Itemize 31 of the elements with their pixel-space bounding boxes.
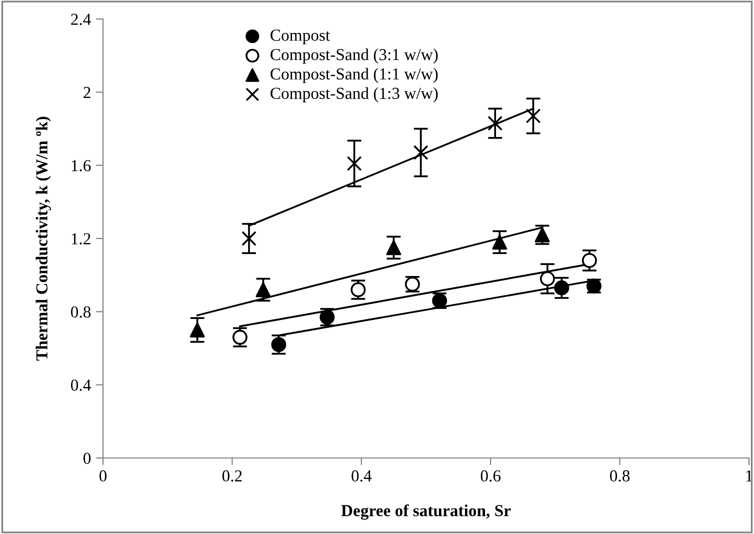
legend-label: Compost-Sand (1:3 w/w) (270, 87, 438, 102)
point (488, 116, 503, 131)
point (242, 231, 256, 246)
y-tick-label: 1.2 (72, 233, 90, 245)
point (386, 240, 402, 256)
point (492, 234, 508, 250)
y-tick-label: 1.6 (72, 160, 91, 172)
legend-label: Compost-Sand (1:1 w/w) (270, 68, 438, 83)
point (190, 322, 205, 338)
x-tick-label: 0 (99, 470, 107, 482)
y-tick-label: 0 (83, 452, 91, 464)
x-tick-label: 0.6 (480, 470, 501, 482)
x-axis-title: Degree of saturation, Sr (341, 504, 511, 520)
y-tick-label: 2 (84, 86, 90, 98)
x-tick-label: 0.4 (352, 470, 372, 482)
x-tick-label: 1 (746, 470, 752, 482)
y-axis-title: Thermal Conductivity, k (W/m ºk) (36, 116, 51, 361)
point (582, 252, 597, 268)
point (526, 108, 541, 124)
y-tick-label: 0.8 (70, 306, 91, 318)
y-tick-label: 0.4 (70, 380, 91, 391)
point (256, 282, 271, 298)
point (346, 156, 362, 171)
legend-label: Compost (270, 30, 330, 44)
point (554, 280, 570, 296)
point (540, 271, 555, 286)
x-tick-label: 0.8 (610, 470, 630, 482)
point (413, 145, 428, 160)
legend-label: Compost-Sand (3:1 w/w) (270, 48, 438, 64)
y-tick-label: 2.4 (71, 14, 91, 26)
x-tick-label: 0.2 (222, 470, 242, 482)
